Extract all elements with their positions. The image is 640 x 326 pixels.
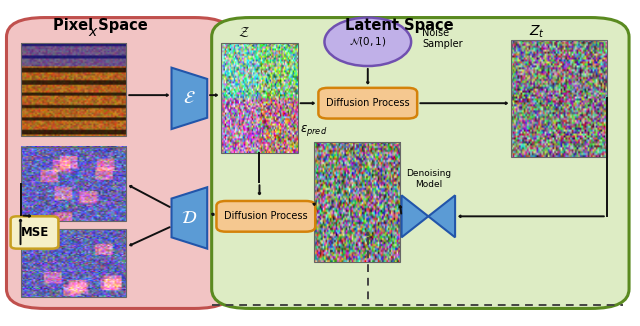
Text: $\epsilon_{pred}$: $\epsilon_{pred}$ (300, 123, 327, 138)
FancyBboxPatch shape (212, 18, 629, 308)
Bar (314, 142, 399, 261)
Bar (20, 147, 125, 221)
Bar (20, 229, 125, 297)
Text: Denoising
Model: Denoising Model (406, 170, 451, 189)
Text: $x$: $x$ (88, 25, 99, 39)
Text: MSE: MSE (20, 226, 49, 239)
Bar (511, 40, 607, 156)
Text: Diffusion Process: Diffusion Process (326, 98, 410, 108)
Text: $Z_t$: $Z_t$ (529, 24, 545, 40)
Polygon shape (172, 187, 207, 249)
Text: $\mathcal{D}$: $\mathcal{D}$ (181, 209, 198, 227)
FancyBboxPatch shape (319, 88, 417, 119)
Polygon shape (401, 195, 428, 237)
Text: $\mathcal{N}(0, 1)$: $\mathcal{N}(0, 1)$ (349, 35, 387, 48)
FancyBboxPatch shape (6, 18, 233, 308)
Polygon shape (428, 195, 455, 237)
Text: Diffusion Process: Diffusion Process (224, 211, 308, 221)
Text: $\mathcal{E}$: $\mathcal{E}$ (183, 89, 196, 107)
Bar (221, 43, 298, 153)
FancyBboxPatch shape (216, 201, 316, 232)
Bar (20, 43, 125, 136)
Text: Latent Space: Latent Space (346, 18, 454, 33)
Polygon shape (172, 68, 207, 129)
Ellipse shape (324, 18, 411, 66)
FancyBboxPatch shape (11, 216, 58, 249)
Text: Noise
Sampler: Noise Sampler (422, 28, 463, 49)
Text: Pixel Space: Pixel Space (52, 18, 148, 33)
Text: $\mathcal{Z}$: $\mathcal{Z}$ (237, 25, 250, 39)
